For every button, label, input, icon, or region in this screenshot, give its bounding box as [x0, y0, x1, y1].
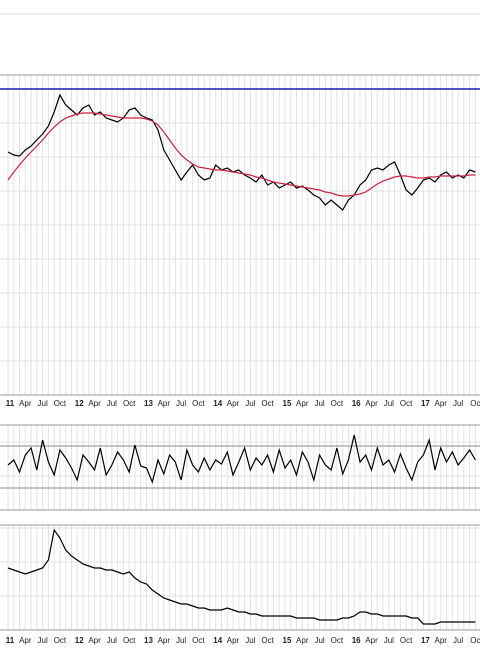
x-tick-label: Apr	[227, 636, 240, 645]
x-tick-label: 12	[75, 636, 84, 645]
x-tick-label: 17	[421, 636, 430, 645]
x-tick-label: Jul	[176, 636, 186, 645]
x-tick-label: Jul	[245, 399, 255, 408]
x-tick-label: Oct	[331, 399, 344, 408]
x-tick-label: Jul	[107, 399, 117, 408]
x-tick-label: 12	[75, 399, 84, 408]
x-tick-label: Apr	[365, 399, 378, 408]
x-tick-label: Oc	[470, 636, 480, 645]
x-tick-label: Oct	[261, 399, 274, 408]
x-tick-label: Jul	[384, 399, 394, 408]
x-tick-label: Oct	[192, 636, 205, 645]
x-tick-label: Jul	[176, 399, 186, 408]
x-tick-label: Apr	[88, 636, 101, 645]
x-tick-label: 14	[213, 399, 222, 408]
x-tick-label: 17	[421, 399, 430, 408]
x-tick-label: Jul	[453, 399, 463, 408]
x-tick-label: Apr	[435, 636, 448, 645]
x-tick-label: 16	[352, 399, 361, 408]
x-tick-label: Apr	[19, 636, 32, 645]
x-tick-label: Apr	[88, 399, 101, 408]
series-line	[7, 434, 476, 484]
x-tick-label: Jul	[245, 636, 255, 645]
x-tick-label: Oct	[54, 636, 67, 645]
x-tick-label: 13	[144, 636, 153, 645]
series-line	[7, 528, 476, 625]
x-tick-label: Jul	[38, 399, 48, 408]
x-tick-label: Apr	[227, 399, 240, 408]
x-tick-label: Oct	[54, 399, 67, 408]
x-tick-label: Oct	[331, 636, 344, 645]
x-tick-label: 15	[283, 636, 292, 645]
x-tick-label: Jul	[38, 636, 48, 645]
x-tick-label: Apr	[158, 636, 171, 645]
x-tick-label: Oct	[123, 399, 136, 408]
x-tick-label: Jul	[107, 636, 117, 645]
series-line	[7, 93, 476, 211]
x-tick-label: 16	[352, 636, 361, 645]
x-tick-label: Oc	[470, 399, 480, 408]
x-tick-label: Apr	[435, 399, 448, 408]
x-tick-label: 14	[213, 636, 222, 645]
x-tick-label: Apr	[296, 636, 309, 645]
x-tick-label: Oct	[123, 636, 136, 645]
x-tick-label: Oct	[400, 399, 413, 408]
x-tick-label: 11	[6, 636, 15, 645]
x-tick-label: Jul	[314, 636, 324, 645]
x-tick-label: Oct	[400, 636, 413, 645]
x-tick-label: 15	[283, 399, 292, 408]
x-tick-label: Oct	[261, 636, 274, 645]
x-tick-label: 11	[6, 399, 15, 408]
series-line	[7, 112, 476, 197]
x-tick-label: Jul	[384, 636, 394, 645]
x-tick-label: Apr	[296, 399, 309, 408]
x-tick-label: Oct	[192, 399, 205, 408]
x-tick-label: Apr	[365, 636, 378, 645]
x-tick-label: Apr	[158, 399, 171, 408]
x-tick-label: 13	[144, 399, 153, 408]
x-tick-label: Jul	[453, 636, 463, 645]
x-tick-label: Apr	[19, 399, 32, 408]
x-tick-label: Jul	[314, 399, 324, 408]
